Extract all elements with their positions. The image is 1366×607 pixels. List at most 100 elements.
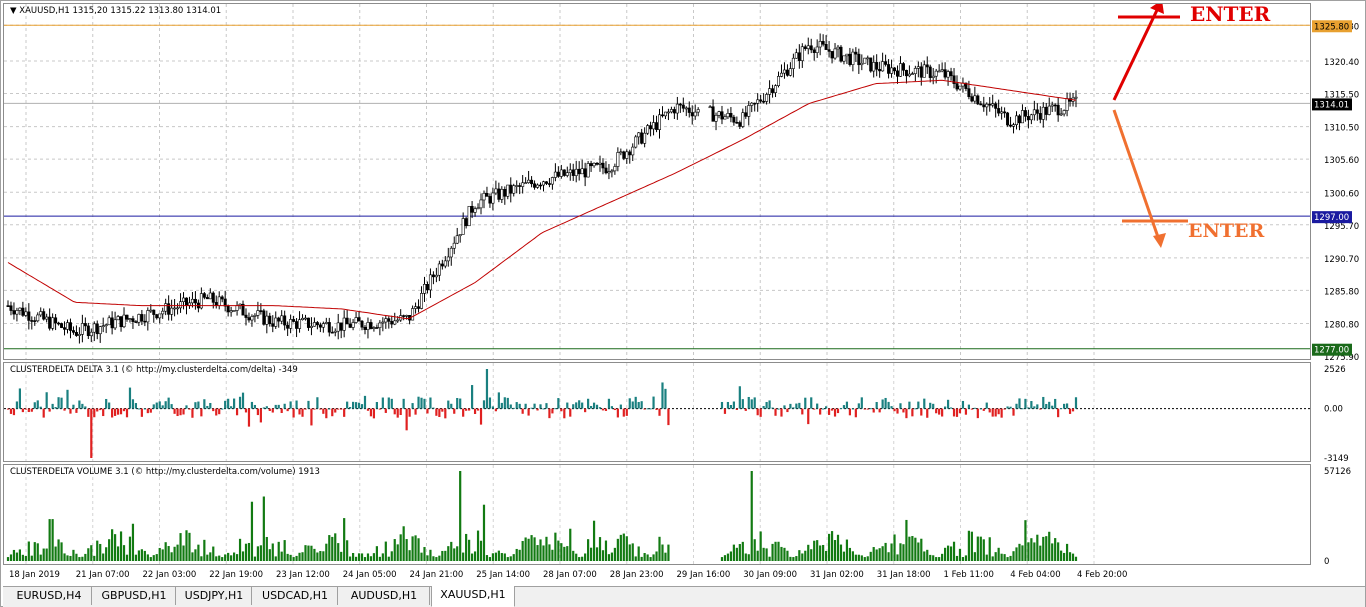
delta-bar xyxy=(798,402,801,409)
price-chart[interactable] xyxy=(4,4,1310,359)
volume-bar xyxy=(610,552,614,561)
volume-bar xyxy=(536,545,539,561)
volume-bar xyxy=(78,557,81,561)
volume-bar xyxy=(87,548,90,561)
candle-body xyxy=(625,151,629,159)
delta-bar xyxy=(1033,406,1036,409)
candle-body xyxy=(544,181,548,184)
tab-xauusd-h1[interactable]: XAUUSD,H1 xyxy=(431,586,515,607)
volume-bar xyxy=(1000,553,1003,561)
delta-bar xyxy=(729,404,733,409)
dropdown-arrow-icon[interactable]: ▼ xyxy=(10,6,17,16)
delta-bar xyxy=(432,407,435,409)
candle-body xyxy=(250,316,254,321)
delta-bar xyxy=(54,407,57,409)
candle-body xyxy=(964,82,968,89)
volume-bar xyxy=(524,537,527,561)
candle-body xyxy=(354,317,358,323)
price-chart-panel[interactable]: ▼ XAUUSD,H1 1315,20 1315.22 1313.80 1314… xyxy=(3,2,1311,360)
delta-bar xyxy=(988,408,991,413)
tab-audusd-h1[interactable]: AUDUSD,H1 xyxy=(339,587,430,605)
volume-bar xyxy=(592,520,596,561)
volume-bar xyxy=(935,557,938,561)
delta-bar xyxy=(554,408,557,410)
candle-body xyxy=(586,163,590,178)
delta-bar xyxy=(200,408,203,417)
tab-gbpusd-h1[interactable]: GBPUSD,H1 xyxy=(93,587,176,605)
candle-body xyxy=(583,168,587,178)
candle-body xyxy=(143,320,147,323)
delta-bar xyxy=(1015,403,1018,409)
candle-body xyxy=(479,199,483,209)
delta-bar xyxy=(1057,408,1060,418)
volume-bar xyxy=(301,552,304,561)
volume-bar xyxy=(372,553,376,561)
volume-bar xyxy=(429,549,432,561)
tab-usdjpy-h1[interactable]: USDJPY,H1 xyxy=(177,587,252,605)
time-tick-label: 31 Jan 18:00 xyxy=(877,570,931,580)
candle-body xyxy=(568,169,572,173)
candle-body xyxy=(937,70,941,73)
price-marker-1325-bg xyxy=(1312,20,1352,33)
volume-bar xyxy=(203,539,206,561)
volume-bar xyxy=(566,546,569,561)
candle-body xyxy=(333,330,337,333)
delta-bar xyxy=(536,408,539,411)
volume-bar xyxy=(1051,543,1054,561)
tab-eurusd-h4[interactable]: EURUSD,H4 xyxy=(7,587,92,605)
candle-body xyxy=(1006,112,1010,126)
candle-body xyxy=(845,53,849,57)
volume-bar xyxy=(250,501,254,561)
candle-body xyxy=(283,315,287,326)
delta-bar xyxy=(188,408,191,410)
candle-body xyxy=(161,310,165,315)
delta-bar xyxy=(72,404,75,409)
delta-bar xyxy=(277,404,280,409)
delta-bar xyxy=(131,399,135,409)
delta-bar xyxy=(813,408,816,410)
time-tick-label: 4 Feb 20:00 xyxy=(1077,570,1127,580)
delta-bar xyxy=(337,408,340,410)
delta-indicator-panel[interactable]: CLUSTERDELTA DELTA 3.1 (© http://my.clus… xyxy=(3,362,1311,462)
candle-body xyxy=(660,114,664,117)
candle-body xyxy=(970,96,974,102)
delta-bar xyxy=(560,408,563,412)
candle-body xyxy=(518,185,522,187)
volume-bar xyxy=(991,556,994,561)
volume-bar xyxy=(631,543,634,561)
volume-bar xyxy=(450,541,453,561)
volume-bar xyxy=(881,546,884,561)
delta-bar xyxy=(45,392,48,409)
volume-bar xyxy=(200,556,203,561)
volume-bar xyxy=(164,542,167,561)
delta-bar xyxy=(902,408,905,413)
volume-bar xyxy=(340,551,343,561)
volume-bar xyxy=(99,543,102,561)
delta-bar xyxy=(1006,406,1009,409)
candle-body xyxy=(559,169,563,177)
volume-bar xyxy=(1045,536,1048,561)
volume-bar xyxy=(530,535,533,561)
candle-body xyxy=(458,234,462,237)
volume-bar xyxy=(521,541,524,561)
volume-bar xyxy=(813,540,816,561)
delta-bar xyxy=(125,408,129,418)
volume-bar xyxy=(1068,552,1072,561)
volume-bar xyxy=(146,554,149,561)
candle-body xyxy=(122,314,126,328)
candle-body xyxy=(1056,104,1060,116)
delta-bar xyxy=(354,402,358,409)
volume-bar xyxy=(982,539,985,561)
candle-body xyxy=(524,182,528,184)
volume-indicator-panel[interactable]: CLUSTERDELTA VOLUME 3.1 (© http://my.clu… xyxy=(3,464,1311,565)
volume-bar xyxy=(54,546,57,561)
volume-bar xyxy=(613,547,616,561)
volume-bar xyxy=(479,540,483,561)
volume-bar xyxy=(506,557,509,561)
candle-body xyxy=(301,317,305,321)
candle-body xyxy=(967,88,971,97)
candle-body xyxy=(131,318,135,322)
delta-bar xyxy=(640,401,643,409)
tab-usdcad-h1[interactable]: USDCAD,H1 xyxy=(253,587,338,605)
volume-bar xyxy=(122,545,126,561)
